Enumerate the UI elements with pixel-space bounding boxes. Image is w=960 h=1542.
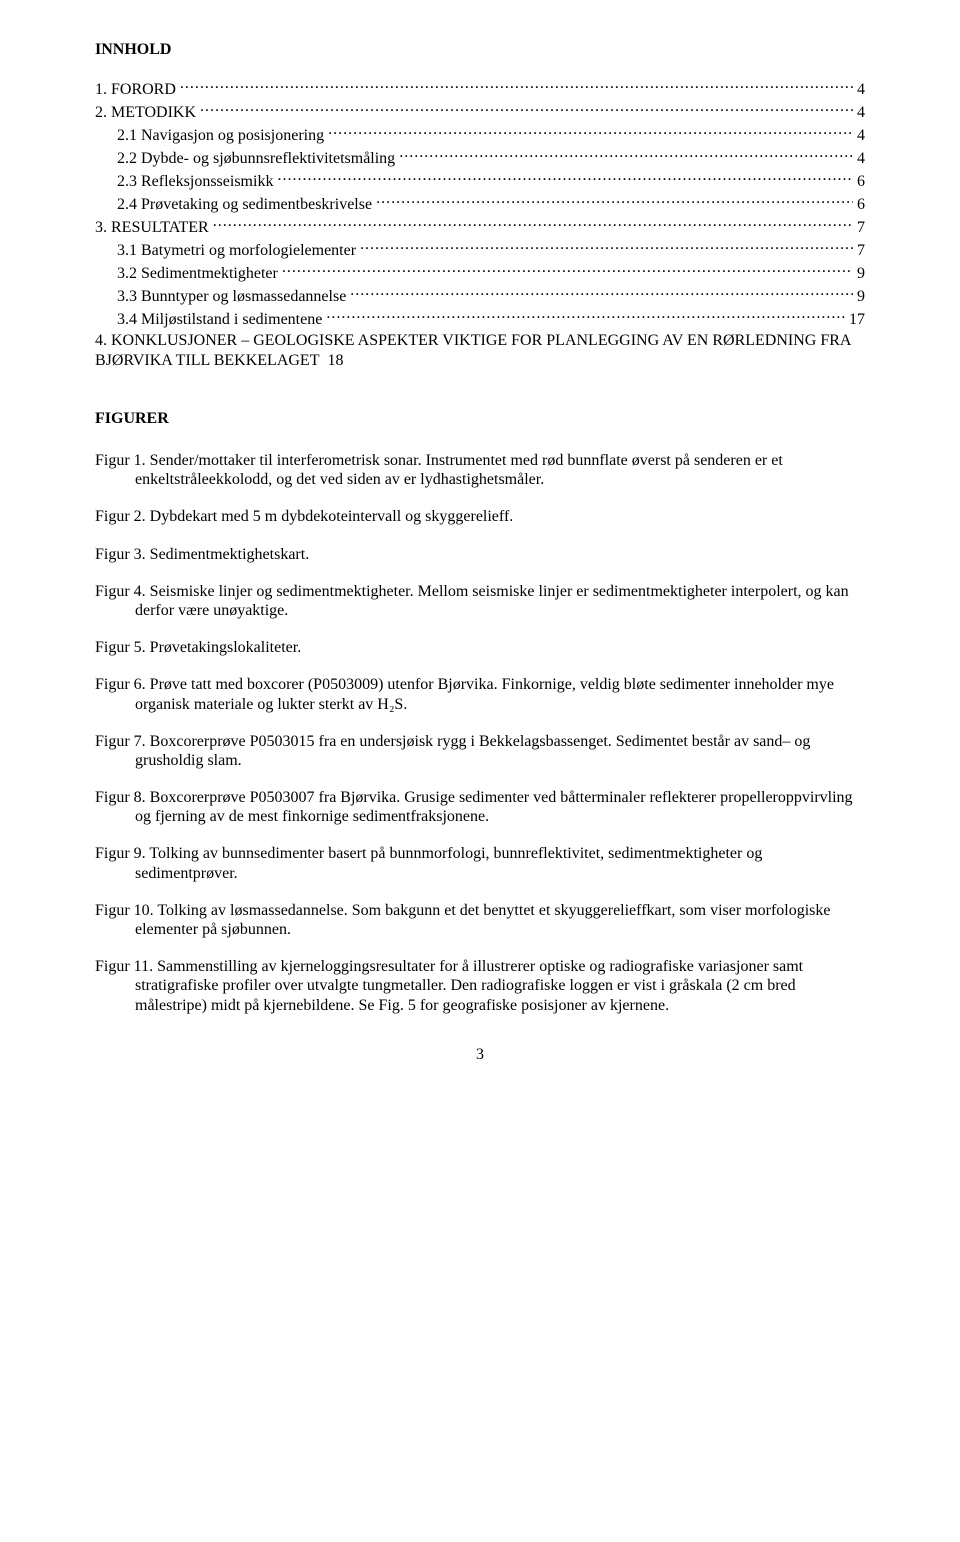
toc-entry-label: 2. METODIKK bbox=[95, 103, 196, 123]
figure-caption-text: Figur 7. Boxcorerprøve P0503015 fra en u… bbox=[95, 732, 865, 770]
toc-entry-page: 4 bbox=[857, 80, 865, 100]
figure-caption-text: Figur 10. Tolking av løsmassedannelse. S… bbox=[95, 901, 865, 939]
toc-entry-label: 2.4 Prøvetaking og sedimentbeskrivelse bbox=[117, 195, 372, 215]
toc-entry-label: 3.2 Sedimentmektigheter bbox=[117, 264, 278, 284]
toc-entry-page: 9 bbox=[857, 287, 865, 307]
toc-entry: 2.1 Navigasjon og posisjonering 4 bbox=[95, 124, 865, 146]
toc-entry-label: 2.3 Refleksjonsseismikk bbox=[117, 172, 273, 192]
toc-entry-page: 6 bbox=[857, 172, 865, 192]
toc-leader bbox=[180, 78, 853, 94]
toc-leader bbox=[328, 124, 853, 140]
toc-entry-page: 4 bbox=[857, 149, 865, 169]
figure-caption: Figur 9. Tolking av bunnsedimenter baser… bbox=[95, 844, 865, 882]
toc-entry: 1. FORORD 4 bbox=[95, 78, 865, 100]
figure-caption: Figur 3. Sedimentmektighetskart. bbox=[95, 545, 865, 564]
toc-leader bbox=[376, 193, 853, 209]
toc-entry: 2. METODIKK 4 bbox=[95, 101, 865, 123]
toc-entry-page: 17 bbox=[849, 310, 865, 330]
toc-list: 1. FORORD42. METODIKK42.1 Navigasjon og … bbox=[95, 78, 865, 371]
toc-entry: 2.2 Dybde- og sjøbunnsreflektivitetsmåli… bbox=[95, 147, 865, 169]
toc-entry-label: 3.3 Bunntyper og løsmassedannelse bbox=[117, 287, 346, 307]
figure-caption-text: Figur 6. Prøve tatt med boxcorer (P05030… bbox=[95, 675, 865, 713]
toc-entry: 3.4 Miljøstilstand i sedimentene 17 bbox=[95, 308, 865, 330]
toc-heading: INNHOLD bbox=[95, 40, 865, 60]
figure-caption-text: Figur 11. Sammenstilling av kjerneloggin… bbox=[95, 957, 865, 1015]
toc-leader bbox=[213, 216, 853, 232]
toc-entry-page: 6 bbox=[857, 195, 865, 215]
toc-entry-page: 18 bbox=[327, 352, 343, 369]
toc-entry-label: 2.2 Dybde- og sjøbunnsreflektivitetsmåli… bbox=[117, 149, 395, 169]
figure-caption-text: Figur 9. Tolking av bunnsedimenter baser… bbox=[95, 844, 865, 882]
toc-entry-label: 1. FORORD bbox=[95, 80, 176, 100]
toc-leader bbox=[360, 239, 853, 255]
toc-entry-page: 4 bbox=[857, 126, 865, 146]
toc-leader bbox=[350, 285, 853, 301]
page-number: 3 bbox=[95, 1045, 865, 1065]
toc-entry: 3.3 Bunntyper og løsmassedannelse 9 bbox=[95, 285, 865, 307]
toc-entry-page: 7 bbox=[857, 241, 865, 261]
toc-entry: 2.3 Refleksjonsseismikk 6 bbox=[95, 170, 865, 192]
toc-entry: 3.2 Sedimentmektigheter 9 bbox=[95, 262, 865, 284]
figure-caption-text: Figur 5. Prøvetakingslokaliteter. bbox=[95, 638, 865, 657]
toc-leader bbox=[277, 170, 853, 186]
toc-entry-label: 2.1 Navigasjon og posisjonering bbox=[117, 126, 324, 146]
toc-entry-page: 7 bbox=[857, 218, 865, 238]
figure-caption: Figur 7. Boxcorerprøve P0503015 fra en u… bbox=[95, 732, 865, 770]
toc-entry-label: 3. RESULTATER bbox=[95, 218, 209, 238]
toc-leader bbox=[326, 308, 845, 324]
figure-caption: Figur 2. Dybdekart med 5 m dybdekoteinte… bbox=[95, 507, 865, 526]
figure-caption: Figur 5. Prøvetakingslokaliteter. bbox=[95, 638, 865, 657]
toc-entry: 4. KONKLUSJONER – GEOLOGISKE ASPEKTER VI… bbox=[95, 331, 865, 371]
figure-caption: Figur 11. Sammenstilling av kjerneloggin… bbox=[95, 957, 865, 1015]
figures-list: Figur 1. Sender/mottaker til interferome… bbox=[95, 451, 865, 1015]
toc-entry-page: 4 bbox=[857, 103, 865, 123]
toc-entry-label: 3.1 Batymetri og morfologielementer bbox=[117, 241, 356, 261]
figure-caption: Figur 1. Sender/mottaker til interferome… bbox=[95, 451, 865, 489]
toc-entry: 3. RESULTATER 7 bbox=[95, 216, 865, 238]
toc-entry-page: 9 bbox=[857, 264, 865, 284]
figure-caption: Figur 8. Boxcorerprøve P0503007 fra Bjør… bbox=[95, 788, 865, 826]
figure-caption: Figur 4. Seismiske linjer og sedimentmek… bbox=[95, 582, 865, 620]
figure-caption-text: Figur 4. Seismiske linjer og sedimentmek… bbox=[95, 582, 865, 620]
toc-leader bbox=[200, 101, 853, 117]
toc-entry-label: 3.4 Miljøstilstand i sedimentene bbox=[117, 310, 322, 330]
toc-leader bbox=[282, 262, 853, 278]
figure-caption: Figur 6. Prøve tatt med boxcorer (P05030… bbox=[95, 675, 865, 713]
toc-entry: 2.4 Prøvetaking og sedimentbeskrivelse 6 bbox=[95, 193, 865, 215]
figures-heading: FIGURER bbox=[95, 409, 865, 429]
figure-caption-text: Figur 3. Sedimentmektighetskart. bbox=[95, 545, 865, 564]
toc-entry-label: 4. KONKLUSJONER – GEOLOGISKE ASPEKTER VI… bbox=[95, 332, 851, 369]
toc-leader bbox=[399, 147, 853, 163]
figure-caption-text: Figur 8. Boxcorerprøve P0503007 fra Bjør… bbox=[95, 788, 865, 826]
figure-caption: Figur 10. Tolking av løsmassedannelse. S… bbox=[95, 901, 865, 939]
figure-caption-text: Figur 2. Dybdekart med 5 m dybdekoteinte… bbox=[95, 507, 865, 526]
toc-entry: 3.1 Batymetri og morfologielementer 7 bbox=[95, 239, 865, 261]
figure-caption-text: Figur 1. Sender/mottaker til interferome… bbox=[95, 451, 865, 489]
